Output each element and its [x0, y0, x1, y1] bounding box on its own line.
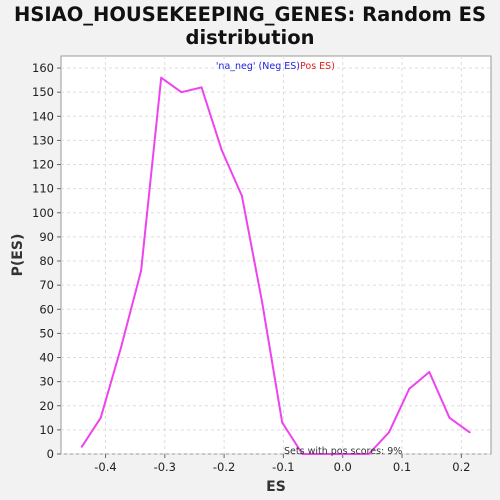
y-tick-label: 160	[32, 61, 54, 75]
data-point	[301, 453, 304, 455]
y-tick-label: 10	[39, 423, 54, 437]
plot-area	[60, 55, 492, 455]
y-tick-label: 120	[32, 158, 54, 172]
x-tick-label: -0.3	[154, 460, 176, 474]
y-axis-label: P(ES)	[10, 234, 26, 277]
data-point	[321, 453, 324, 455]
x-tick-label: -0.4	[94, 460, 116, 474]
y-tick-label: 100	[32, 206, 54, 220]
series-line	[80, 76, 471, 455]
data-point	[160, 76, 163, 79]
data-point	[200, 86, 203, 89]
x-tick-label: 0.0	[334, 460, 352, 474]
data-point	[468, 431, 471, 434]
y-tick-label: 20	[39, 399, 54, 413]
data-point	[448, 416, 451, 419]
data-point	[341, 453, 344, 455]
legend-neg-es: 'na_neg' (Neg ES)	[216, 61, 300, 72]
data-point	[80, 445, 83, 448]
pos-scores-annotation: Sets with pos scores: 9%	[284, 446, 402, 457]
y-tick-label: 150	[32, 85, 54, 99]
data-point	[240, 194, 243, 197]
data-point	[408, 387, 411, 390]
data-point	[428, 370, 431, 373]
data-point	[281, 421, 284, 424]
series-group	[80, 76, 471, 455]
data-point	[180, 91, 183, 94]
y-tick-label: 60	[39, 302, 54, 316]
y-tick-label: 110	[32, 182, 54, 196]
legend-pos-es: Pos ES)	[300, 61, 335, 72]
data-point	[367, 453, 370, 455]
x-tick-label: 0.2	[452, 460, 470, 474]
chart-title-line-1: HSIAO_HOUSEKEEPING_GENES: Random ES	[14, 3, 486, 26]
x-tick-label: -0.1	[272, 460, 294, 474]
y-tick-label: 130	[32, 133, 54, 147]
x-axis: -0.4 -0.3 -0.2 -0.1 0.0 0.1 0.2	[94, 454, 470, 474]
x-tick-label: -0.2	[213, 460, 235, 474]
y-tick-label: 40	[39, 351, 54, 365]
data-point	[261, 301, 264, 304]
x-axis-label: ES	[266, 479, 286, 495]
grid-lines	[61, 56, 491, 455]
data-point	[99, 416, 102, 419]
y-tick-label: 140	[32, 109, 54, 123]
chart-title-line-2: distribution	[185, 26, 315, 49]
x-tick-label: 0.1	[393, 460, 411, 474]
data-point	[119, 346, 122, 349]
y-tick-label: 0	[47, 447, 54, 461]
data-point	[140, 269, 143, 272]
y-axis: 0 10 20 30 40 50 60 70 80 90 100 110 120 130 140 150 160	[32, 61, 61, 461]
y-tick-label: 80	[39, 254, 54, 268]
data-point	[387, 431, 390, 434]
y-tick-label: 70	[39, 278, 54, 292]
y-tick-label: 90	[39, 230, 54, 244]
y-tick-label: 50	[39, 326, 54, 340]
y-tick-label: 30	[39, 375, 54, 389]
data-point	[220, 149, 223, 152]
